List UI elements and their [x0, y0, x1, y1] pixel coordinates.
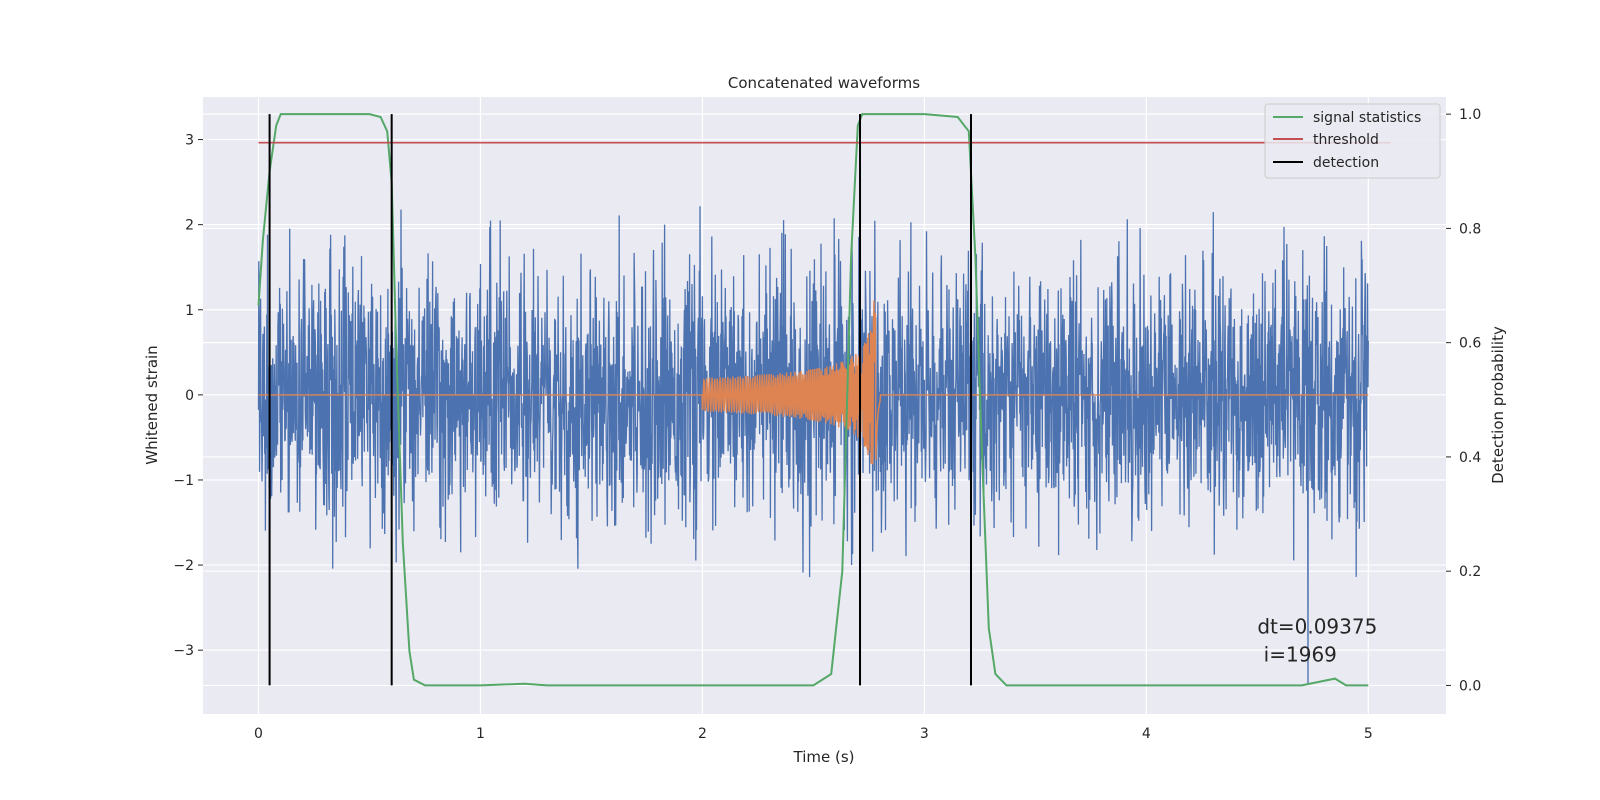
y-tick-label: −3 — [173, 643, 194, 659]
y-tick-label: −2 — [173, 558, 194, 574]
y-tick-label: 3 — [185, 133, 194, 149]
y-right-tick-label: 0.6 — [1459, 336, 1481, 352]
legend-box — [1264, 103, 1441, 179]
y-axis-ticks: −3 −2 −1 0 1 2 3 — [173, 133, 203, 659]
x-axis-ticks: 0 1 2 3 4 5 — [254, 726, 1373, 742]
noise-waveform — [257, 206, 1369, 685]
chirp-waveform — [258, 300, 1369, 465]
x-tick-label: 0 — [254, 726, 263, 742]
signal-statistics-line — [257, 113, 1369, 687]
x-tick-label: 1 — [476, 726, 485, 742]
y-tick-label: 0 — [185, 388, 194, 404]
annotation-index: i=1969 — [1257, 643, 1337, 667]
legend-label-statistics: signal statistics — [1313, 110, 1421, 126]
y-axis-label: Whitened strain — [143, 345, 161, 464]
x-tick-label: 4 — [1142, 726, 1151, 742]
y-right-tick-label: 0.0 — [1459, 678, 1481, 694]
legend-label-threshold: threshold — [1313, 132, 1379, 148]
y-tick-label: 2 — [185, 218, 194, 234]
y-tick-label: −1 — [173, 473, 194, 489]
y-right-tick-label: 0.8 — [1459, 221, 1481, 237]
y-axis-right-ticks: 0.0 0.2 0.4 0.6 0.8 1.0 — [1446, 107, 1481, 694]
y-tick-label: 1 — [185, 303, 194, 319]
x-tick-label: 3 — [920, 726, 929, 742]
y-right-tick-label: 1.0 — [1459, 107, 1481, 123]
chart-title: Concatenated waveforms — [728, 74, 920, 92]
x-tick-label: 2 — [698, 726, 707, 742]
x-axis-label: Time (s) — [793, 748, 855, 766]
y-right-tick-label: 0.2 — [1459, 564, 1481, 580]
x-tick-label: 5 — [1364, 726, 1373, 742]
y-axis-right-label: Detection probability — [1489, 326, 1507, 484]
legend: signal statistics threshold detection — [1264, 103, 1441, 179]
y-right-tick-label: 0.4 — [1459, 450, 1481, 466]
annotation-dt: dt=0.09375 — [1257, 615, 1377, 639]
detection-lines — [268, 114, 972, 686]
legend-label-detection: detection — [1313, 155, 1379, 171]
